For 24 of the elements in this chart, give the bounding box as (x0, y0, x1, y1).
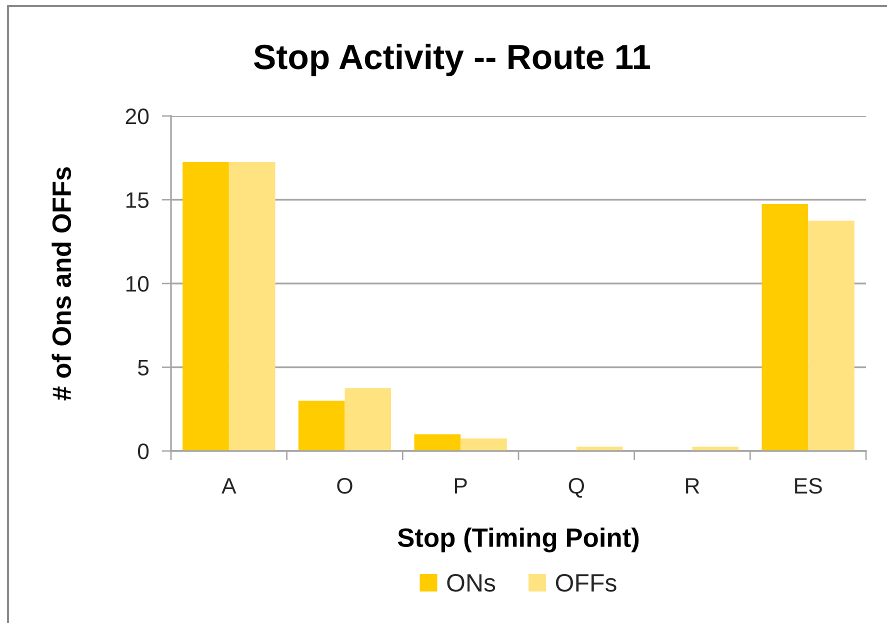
x-tick-label: O (337, 478, 352, 494)
bar (344, 388, 392, 451)
bar (182, 162, 229, 451)
x-tick-label: Q (568, 478, 584, 498)
legend-label: ONs (447, 574, 496, 592)
y-tick-label: 5 (138, 360, 149, 376)
bar (298, 400, 345, 451)
x-tick-label: A (222, 478, 236, 494)
y-tick-label: 10 (126, 276, 149, 292)
x-tick-label: R (686, 478, 700, 494)
x-tick-label: P (454, 478, 467, 494)
chart-title: Stop Activity -- Route 11 (254, 44, 650, 76)
legend-label: OFFs (556, 574, 616, 592)
bar (762, 204, 808, 451)
x-axis-title: Stop (Timing Point) (398, 528, 639, 552)
bar (460, 438, 507, 451)
y-tick-label: 20 (126, 108, 149, 124)
bar (228, 162, 276, 451)
bar (808, 220, 854, 451)
bar (414, 434, 461, 451)
y-tick-label: 0 (138, 444, 149, 460)
x-tick-label: ES (795, 478, 822, 494)
y-tick-label: 15 (126, 192, 149, 208)
y-axis-title: # of Ons and OFFs (52, 167, 72, 400)
